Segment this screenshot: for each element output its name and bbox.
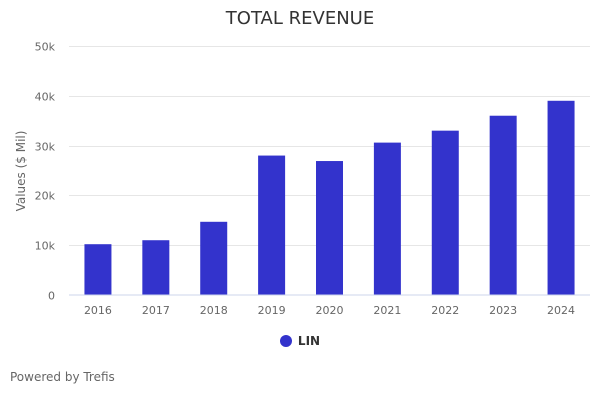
y-tick-label: 0 (48, 290, 55, 303)
x-tick-label: 2017 (142, 304, 170, 317)
x-tick-label: 2019 (258, 304, 286, 317)
legend[interactable]: LIN (0, 334, 600, 348)
x-axis-ticks: 2016 2017 2018 2019 2020 2021 2022 2023 2024 (84, 304, 575, 317)
bar-2022[interactable] (431, 130, 459, 295)
x-tick-label: 2020 (316, 304, 344, 317)
y-tick-label: 50k (35, 41, 56, 54)
bar-2023[interactable] (489, 115, 517, 295)
bar-chart: 0 10k 20k 30k 40k 50k 2016 2017 2018 2019 2020 202… (14, 41, 590, 317)
bar-2021[interactable] (373, 142, 401, 295)
bar-2016[interactable] (84, 244, 112, 295)
x-tick-label: 2023 (489, 304, 517, 317)
bar-2020[interactable] (316, 161, 343, 295)
y-tick-label: 10k (35, 240, 56, 253)
x-tick-label: 2022 (431, 304, 459, 317)
y-tick-label: 40k (35, 91, 56, 104)
bar-2018[interactable] (200, 221, 228, 295)
bar-2019[interactable] (258, 155, 286, 295)
legend-marker-icon (279, 335, 292, 347)
bar-2024[interactable] (547, 100, 575, 295)
y-axis-ticks: 0 10k 20k 30k 40k 50k (35, 41, 56, 303)
chart-title: TOTAL REVENUE (225, 8, 375, 29)
credit-text: Powered by Trefis (10, 370, 115, 384)
bar-2017[interactable] (142, 240, 170, 295)
legend-label: LIN (297, 334, 321, 348)
bars (84, 100, 575, 295)
x-tick-label: 2021 (373, 304, 401, 317)
x-tick-label: 2024 (547, 304, 575, 317)
x-tick-label: 2018 (200, 304, 228, 317)
y-tick-label: 30k (35, 141, 56, 154)
y-axis-label: Values ($ Mil) (14, 131, 28, 212)
x-tick-label: 2016 (84, 304, 112, 317)
y-tick-label: 20k (35, 190, 56, 203)
